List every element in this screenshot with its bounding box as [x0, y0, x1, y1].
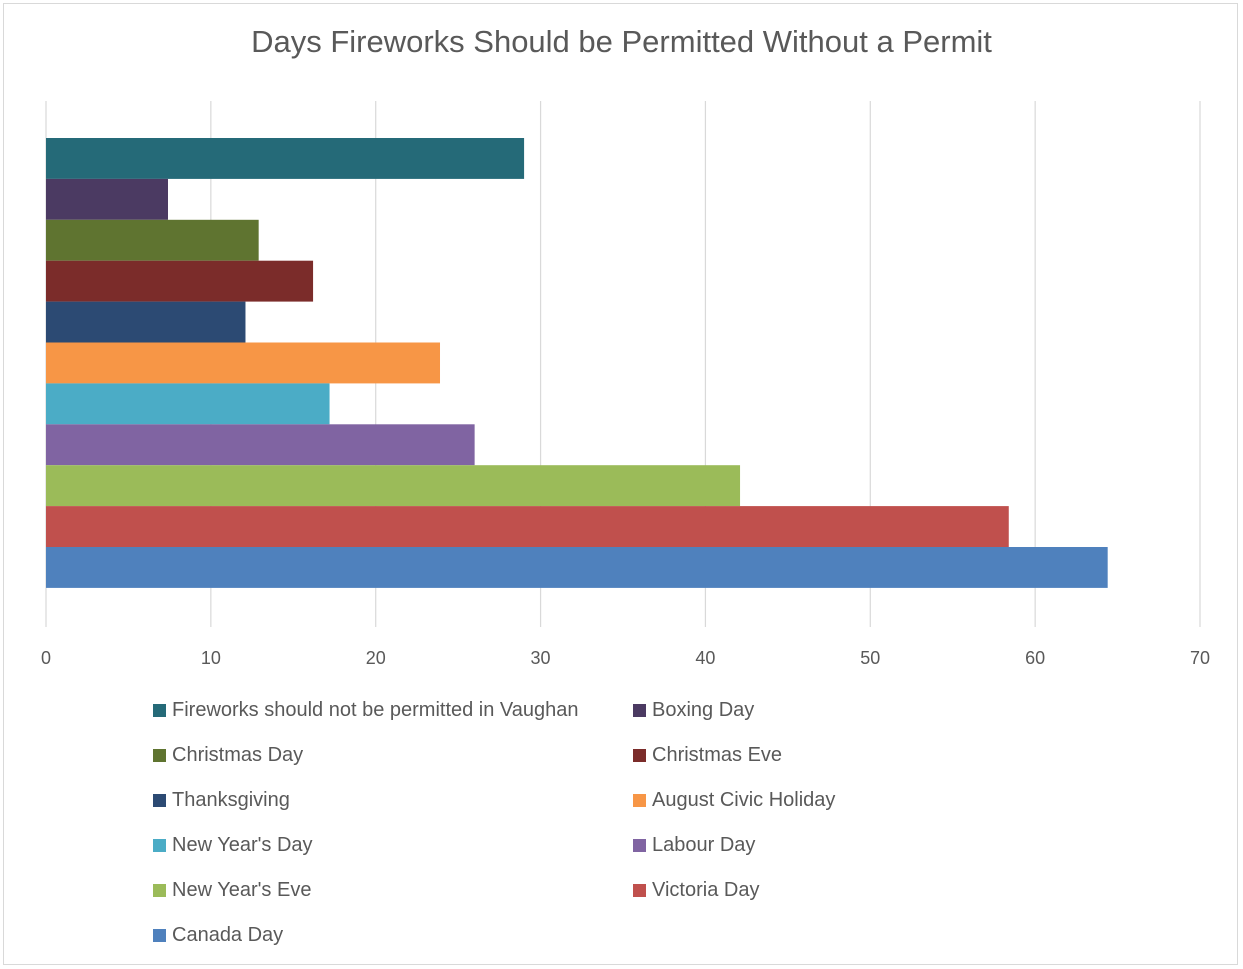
- legend-item: Thanksgiving: [153, 787, 290, 813]
- x-tick-label: 60: [1025, 648, 1045, 668]
- bar: [46, 424, 475, 466]
- bar: [46, 260, 314, 302]
- legend-item: August Civic Holiday: [633, 787, 835, 813]
- legend-swatch: [633, 838, 646, 852]
- legend-label: Fireworks should not be permitted in Vau…: [172, 698, 579, 721]
- bar: [46, 383, 330, 425]
- bar: [46, 138, 525, 179]
- legend-item: New Year's Day: [153, 832, 313, 858]
- legend-swatch: [633, 703, 646, 717]
- x-tick-label: 30: [531, 648, 551, 668]
- legend-item: Christmas Day: [153, 742, 303, 768]
- chart-title: Days Fireworks Should be Permitted Witho…: [251, 24, 992, 59]
- legend-label: Labour Day: [652, 833, 756, 856]
- x-tick-label: 50: [860, 648, 880, 668]
- legend-swatch: [153, 928, 166, 942]
- bar: [46, 465, 741, 507]
- bar: [46, 547, 1108, 588]
- bar: [46, 301, 246, 343]
- x-axis-ticks: 0 10 20 30 40 50 60 70: [41, 648, 1210, 668]
- x-tick-label: 20: [366, 648, 386, 668]
- bar: [46, 178, 168, 220]
- legend-swatch: [633, 793, 646, 807]
- legend-swatch: [153, 793, 166, 807]
- legend-item: Victoria Day: [633, 877, 759, 903]
- legend-item: New Year's Eve: [153, 877, 311, 903]
- x-tick-label: 70: [1190, 648, 1210, 668]
- legend-label: New Year's Eve: [172, 878, 312, 901]
- legend-item: Canada Day: [153, 922, 283, 948]
- x-tick-label: 10: [201, 648, 221, 668]
- legend-label: Boxing Day: [652, 698, 755, 721]
- legend-label: New Year's Day: [172, 833, 313, 856]
- legend-label: Christmas Eve: [652, 743, 783, 766]
- legend-label: Thanksgiving: [172, 788, 290, 811]
- legend-item: Labour Day: [633, 832, 755, 858]
- legend-swatch: [633, 883, 646, 897]
- legend-swatch: [153, 748, 166, 762]
- legend-label: Canada Day: [172, 923, 284, 946]
- bar: [46, 219, 259, 261]
- legend-label: Victoria Day: [652, 878, 760, 901]
- bar: [46, 342, 441, 384]
- legend-item: Boxing Day: [633, 697, 754, 723]
- bar: [46, 506, 1009, 547]
- x-tick-label: 40: [695, 648, 715, 668]
- bars: [46, 138, 1108, 588]
- x-tick-label: 0: [41, 648, 51, 668]
- legend-item: Christmas Eve: [633, 742, 782, 768]
- legend-item: Fireworks should not be permitted in Vau…: [153, 697, 579, 723]
- legend-label: August Civic Holiday: [652, 788, 836, 811]
- legend-swatch: [153, 703, 166, 717]
- legend-swatch: [153, 838, 166, 852]
- legend-swatch: [633, 748, 646, 762]
- legend-label: Christmas Day: [172, 743, 304, 766]
- legend-swatch: [153, 883, 166, 897]
